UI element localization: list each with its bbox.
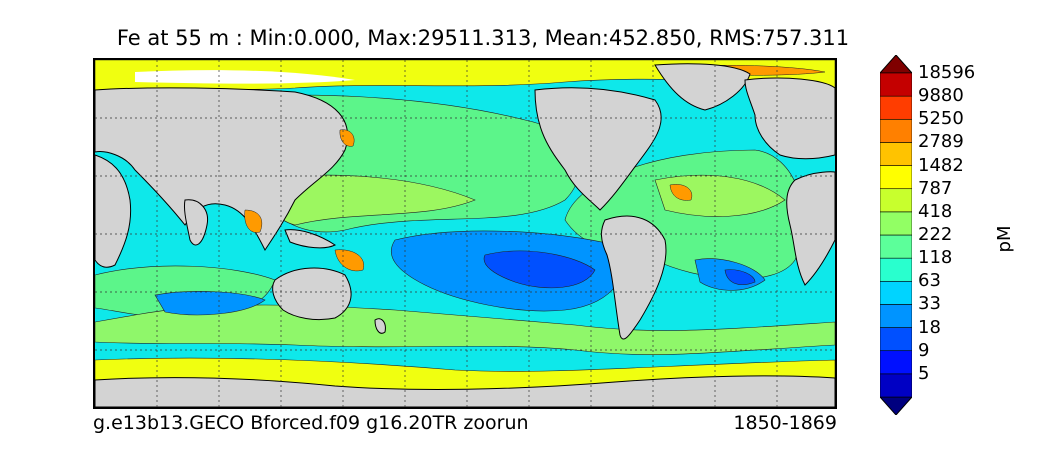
colorbar-segment (880, 304, 912, 328)
colorbar-tick-label: 9 (918, 339, 930, 361)
patch-caribbean (669, 184, 693, 201)
land-africa-west (95, 154, 132, 268)
land-south-america (601, 215, 667, 340)
south-pacific-gyre-core (483, 250, 596, 289)
colorbar-extend-min (880, 396, 912, 415)
colorbar-units-label: pM (994, 225, 1015, 253)
colorbar-tick-label: 18 (918, 316, 941, 338)
land-indonesia (284, 229, 336, 249)
colorbar-ticks: 5 9 18 33 63 118 222 418 787 1482 2789 5250 9880 1859… (918, 0, 998, 464)
colorbar-segment (880, 118, 912, 143)
land-asia (95, 87, 349, 251)
colorbar-tick-label: 5 (918, 362, 930, 384)
southern-ocean-band (95, 304, 835, 355)
colorbar-extend-max (880, 55, 912, 74)
colorbar-segment (880, 165, 912, 190)
land-africa-east (786, 171, 835, 286)
atlantic-yellowgreen (654, 174, 786, 217)
colorbar-tick-label: 9880 (918, 85, 964, 107)
colorbar-tick-label: 787 (918, 177, 953, 199)
land-greenland (654, 63, 751, 111)
colorbar-segment (880, 142, 912, 166)
indian-gyre (154, 291, 266, 316)
land-antarctica (95, 375, 835, 407)
colorbar-segment (880, 327, 912, 352)
sea-ice-white (135, 70, 355, 84)
land-new-zealand (374, 318, 386, 334)
coastal-high-iron (244, 129, 693, 272)
colorbar-segment (880, 234, 912, 259)
colorbar-tick-label: 222 (918, 224, 953, 245)
colorbar-segment (880, 211, 912, 236)
colorbar-segment (880, 350, 912, 375)
colorbar-tick-label: 2789 (918, 131, 964, 153)
land-europe (744, 77, 835, 160)
colorbar-tick-label: 18596 (918, 62, 976, 83)
colorbar-segment (880, 72, 912, 97)
colorbar-segment (880, 280, 912, 305)
south-atlantic-core (724, 269, 756, 285)
colorbar-segment (880, 95, 912, 120)
colorbar (880, 55, 912, 415)
colorbar-tick-label: 33 (918, 293, 941, 315)
map-panel (93, 58, 837, 409)
colorbar-tick-label: 63 (918, 270, 941, 292)
colorbar-tick-label: 1482 (918, 154, 964, 176)
years-caption: 1850-1869 (733, 412, 837, 434)
land (95, 63, 835, 407)
patch-japan (339, 129, 355, 147)
run-name-caption: g.e13b13.GECO Bforced.f09 g16.20TR zooru… (93, 412, 529, 434)
patch-coral-sea (334, 249, 365, 272)
map-title: Fe at 55 m : Min:0.000, Max:29511.313, M… (116, 26, 850, 50)
colorbar-tick-label: 118 (918, 247, 953, 269)
iron-concentration-map (95, 60, 835, 407)
patch-bay-of-bengal (244, 209, 263, 233)
colorbar-segment (880, 188, 912, 213)
graticule (95, 60, 835, 407)
colorbar-tick-label: 418 (918, 200, 953, 222)
land-australia (272, 267, 352, 321)
colorbar-segment (880, 373, 912, 398)
colorbar-tick-label: 5250 (918, 108, 964, 130)
colorbar-segment (880, 257, 912, 282)
